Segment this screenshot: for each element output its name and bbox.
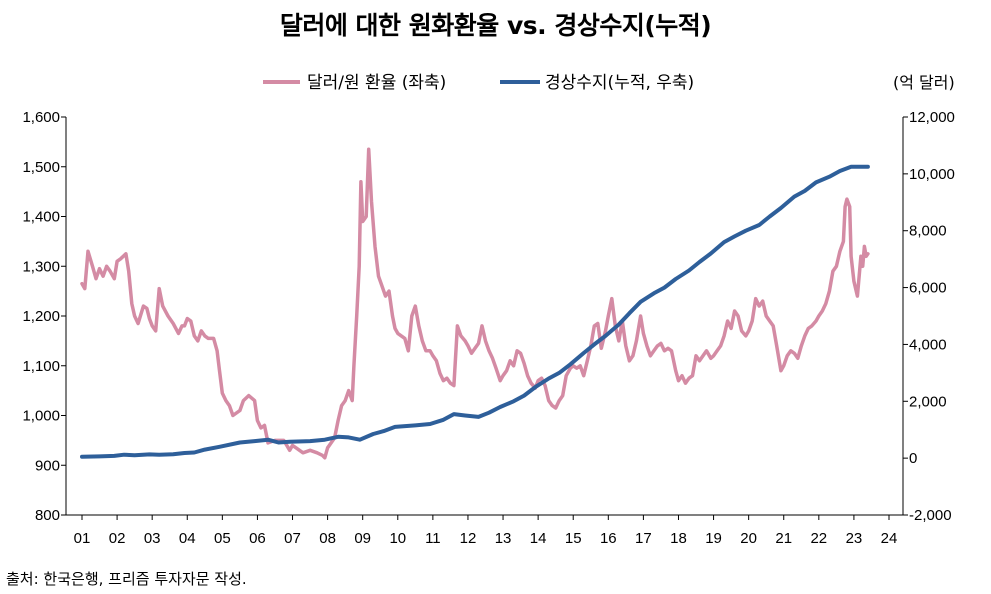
right-tick-label: 0 bbox=[909, 450, 917, 467]
x-tick-label: 09 bbox=[354, 530, 371, 547]
left-tick-label: 900 bbox=[35, 457, 60, 474]
chart-title: 달러에 대한 원화환율 vs. 경상수지(누적) bbox=[279, 11, 712, 40]
legend-label-current-account: 경상수지(누적, 우축) bbox=[545, 73, 694, 93]
right-tick-label: 8,000 bbox=[909, 223, 947, 240]
x-axis-ticks: 01 02 03 04 05 06 07 08 09 10 11 12 13 14 15 16 17 18 19 20… bbox=[74, 515, 898, 547]
left-axis-ticks: 800 900 1,000 1,100 1,200 1,300 1,400 1,500 1,60… bbox=[22, 109, 66, 524]
left-tick-label: 1,500 bbox=[22, 159, 60, 176]
x-tick-label: 11 bbox=[425, 530, 441, 547]
series-line-current-account bbox=[80, 164, 870, 459]
x-tick-label: 03 bbox=[144, 530, 161, 547]
x-tick-label: 08 bbox=[319, 530, 336, 547]
x-tick-label: 17 bbox=[635, 530, 652, 547]
x-tick-label: 10 bbox=[389, 530, 406, 547]
left-tick-label: 1,300 bbox=[22, 258, 60, 275]
x-tick-label: 13 bbox=[495, 530, 512, 547]
left-tick-label: 1,600 bbox=[22, 109, 60, 126]
x-tick-label: 01 bbox=[74, 530, 91, 547]
x-tick-label: 14 bbox=[530, 530, 547, 547]
left-tick-label: 1,400 bbox=[22, 209, 60, 226]
x-tick-label: 21 bbox=[775, 530, 792, 547]
x-tick-label: 18 bbox=[670, 530, 687, 547]
x-tick-label: 05 bbox=[214, 530, 231, 547]
right-tick-label: -2,000 bbox=[909, 507, 952, 524]
left-tick-label: 1,000 bbox=[22, 408, 60, 425]
right-axis-ticks: -2,000 0 2,000 4,000 6,000 8,000 10,000 12,000 bbox=[903, 109, 955, 524]
source-note: 출처: 한국은행, 프리즘 투자자문 작성. bbox=[6, 570, 247, 588]
legend: 달러/원 환율 (좌축) 경상수지(누적, 우축) bbox=[263, 73, 694, 93]
right-tick-label: 12,000 bbox=[909, 109, 955, 126]
x-tick-label: 02 bbox=[109, 530, 126, 547]
right-axis-unit: (억 달러) bbox=[893, 73, 955, 92]
x-tick-label: 20 bbox=[740, 530, 757, 547]
axes bbox=[65, 117, 904, 516]
x-tick-label: 23 bbox=[846, 530, 863, 547]
x-tick-label: 12 bbox=[460, 530, 477, 547]
x-tick-label: 15 bbox=[565, 530, 582, 547]
series-line-exchange-rate bbox=[80, 147, 870, 460]
right-tick-label: 6,000 bbox=[909, 280, 947, 297]
x-tick-label: 24 bbox=[881, 530, 898, 547]
right-tick-label: 2,000 bbox=[909, 393, 947, 410]
left-tick-label: 800 bbox=[35, 507, 60, 524]
x-tick-label: 19 bbox=[705, 530, 722, 547]
legend-label-exchange-rate: 달러/원 환율 (좌축) bbox=[307, 73, 446, 93]
x-tick-label: 16 bbox=[600, 530, 617, 547]
left-tick-label: 1,100 bbox=[22, 358, 60, 375]
right-tick-label: 10,000 bbox=[909, 166, 955, 183]
x-tick-label: 22 bbox=[810, 530, 827, 547]
x-tick-label: 06 bbox=[249, 530, 266, 547]
right-tick-label: 4,000 bbox=[909, 336, 947, 353]
left-tick-label: 1,200 bbox=[22, 308, 60, 325]
x-tick-label: 07 bbox=[284, 530, 301, 547]
x-tick-label: 04 bbox=[179, 530, 196, 547]
series-layer bbox=[80, 147, 870, 460]
